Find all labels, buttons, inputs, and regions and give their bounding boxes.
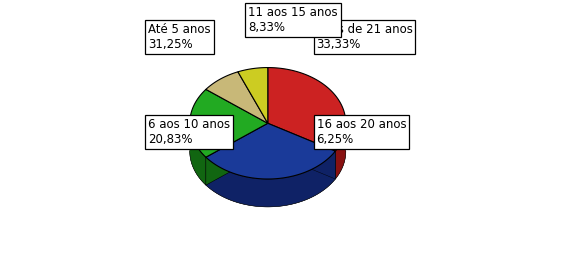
Polygon shape: [268, 123, 335, 179]
Polygon shape: [206, 123, 335, 179]
Polygon shape: [238, 67, 268, 123]
Text: 16 aos 20 anos
6,25%: 16 aos 20 anos 6,25%: [316, 118, 406, 146]
Polygon shape: [190, 151, 346, 207]
Polygon shape: [335, 124, 346, 179]
Polygon shape: [268, 123, 335, 179]
Polygon shape: [268, 67, 346, 151]
Polygon shape: [206, 72, 268, 123]
Polygon shape: [206, 151, 335, 207]
Polygon shape: [190, 123, 206, 185]
Polygon shape: [206, 123, 268, 185]
Text: 6 aos 10 anos
20,83%: 6 aos 10 anos 20,83%: [148, 118, 230, 146]
Polygon shape: [190, 89, 268, 157]
Text: Mais de 21 anos
33,33%: Mais de 21 anos 33,33%: [316, 23, 413, 51]
Text: 11 aos 15 anos
8,33%: 11 aos 15 anos 8,33%: [248, 6, 338, 34]
Polygon shape: [206, 123, 268, 185]
Text: Até 5 anos
31,25%: Até 5 anos 31,25%: [148, 23, 211, 51]
